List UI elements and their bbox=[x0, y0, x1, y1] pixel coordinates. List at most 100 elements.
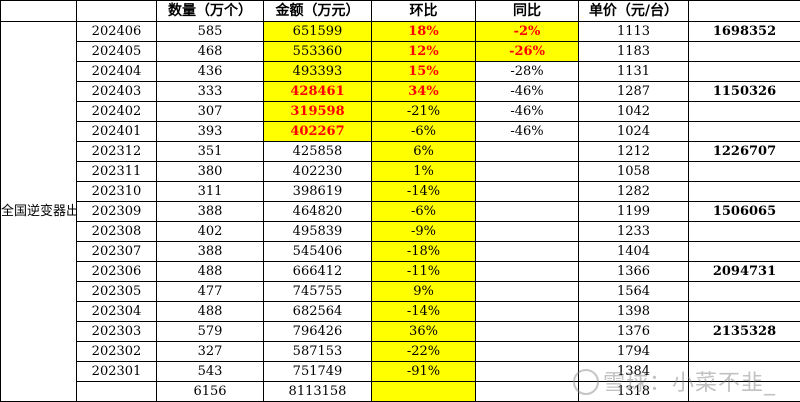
yoy-cell bbox=[476, 202, 579, 222]
quarter-total-cell bbox=[689, 302, 800, 322]
header-amount: 金额（万元） bbox=[264, 1, 372, 22]
unit-price-cell: 1113 bbox=[579, 22, 689, 42]
yoy-cell: -26% bbox=[476, 42, 579, 62]
totals-qty-cell: 6156 bbox=[157, 382, 264, 402]
totals-price-cell: 1318 bbox=[579, 382, 689, 402]
month-cell: 202303 bbox=[77, 322, 157, 342]
quarter-total-cell bbox=[689, 122, 800, 142]
mom-cell: 34% bbox=[372, 82, 476, 102]
mom-cell: -91% bbox=[372, 362, 476, 382]
yoy-cell bbox=[476, 262, 579, 282]
yoy-cell bbox=[476, 222, 579, 242]
quarter-total-cell: 2135328 bbox=[689, 322, 800, 342]
month-cell: 202404 bbox=[77, 62, 157, 82]
qty-cell: 436 bbox=[157, 62, 264, 82]
amount-cell: 751749 bbox=[264, 362, 372, 382]
qty-cell: 477 bbox=[157, 282, 264, 302]
amount-cell: 495839 bbox=[264, 222, 372, 242]
totals-amount-cell: 8113158 bbox=[264, 382, 372, 402]
unit-price-cell: 1042 bbox=[579, 102, 689, 122]
month-cell: 202310 bbox=[77, 182, 157, 202]
amount-cell: 682564 bbox=[264, 302, 372, 322]
unit-price-cell: 1376 bbox=[579, 322, 689, 342]
qty-cell: 488 bbox=[157, 302, 264, 322]
amount-cell: 651599 bbox=[264, 22, 372, 42]
qty-cell: 393 bbox=[157, 122, 264, 142]
amount-cell: 398619 bbox=[264, 182, 372, 202]
month-cell: 202307 bbox=[77, 242, 157, 262]
unit-price-cell: 1131 bbox=[579, 62, 689, 82]
quarter-total-cell: 1698352 bbox=[689, 22, 800, 42]
mom-cell: 9% bbox=[372, 282, 476, 302]
month-cell: 202311 bbox=[77, 162, 157, 182]
qty-cell: 543 bbox=[157, 362, 264, 382]
amount-cell: 796426 bbox=[264, 322, 372, 342]
month-cell: 202302 bbox=[77, 342, 157, 362]
amount-cell: 464820 bbox=[264, 202, 372, 222]
amount-cell: 587153 bbox=[264, 342, 372, 362]
qty-cell: 388 bbox=[157, 242, 264, 262]
mom-cell: 36% bbox=[372, 322, 476, 342]
mom-cell: -14% bbox=[372, 302, 476, 322]
mom-cell: 12% bbox=[372, 42, 476, 62]
quarter-total-cell bbox=[689, 282, 800, 302]
yoy-cell: -2% bbox=[476, 22, 579, 42]
unit-price-cell: 1199 bbox=[579, 202, 689, 222]
qty-cell: 585 bbox=[157, 22, 264, 42]
unit-price-cell: 1366 bbox=[579, 262, 689, 282]
qty-cell: 488 bbox=[157, 262, 264, 282]
unit-price-cell: 1024 bbox=[579, 122, 689, 142]
quarter-total-cell: 1506065 bbox=[689, 202, 800, 222]
unit-price-cell: 1212 bbox=[579, 142, 689, 162]
mom-cell: 18% bbox=[372, 22, 476, 42]
amount-cell: 319598 bbox=[264, 102, 372, 122]
month-cell: 202406 bbox=[77, 22, 157, 42]
yoy-cell: -46% bbox=[476, 102, 579, 122]
unit-price-cell: 1794 bbox=[579, 342, 689, 362]
month-cell: 202405 bbox=[77, 42, 157, 62]
yoy-cell bbox=[476, 362, 579, 382]
month-cell: 202309 bbox=[77, 202, 157, 222]
mom-cell: -21% bbox=[372, 102, 476, 122]
unit-price-cell: 1404 bbox=[579, 242, 689, 262]
qty-cell: 468 bbox=[157, 42, 264, 62]
totals-mom-cell bbox=[372, 382, 476, 402]
quarter-total-cell bbox=[689, 222, 800, 242]
qty-cell: 307 bbox=[157, 102, 264, 122]
quarter-total-cell bbox=[689, 162, 800, 182]
month-cell: 202401 bbox=[77, 122, 157, 142]
qty-cell: 333 bbox=[157, 82, 264, 102]
header-extra bbox=[689, 1, 800, 22]
qty-cell: 327 bbox=[157, 342, 264, 362]
qty-cell: 380 bbox=[157, 162, 264, 182]
unit-price-cell: 1282 bbox=[579, 182, 689, 202]
yoy-cell bbox=[476, 162, 579, 182]
month-cell: 202308 bbox=[77, 222, 157, 242]
qty-cell: 579 bbox=[157, 322, 264, 342]
mom-cell: -22% bbox=[372, 342, 476, 362]
quarter-total-cell bbox=[689, 342, 800, 362]
yoy-cell bbox=[476, 302, 579, 322]
amount-cell: 425858 bbox=[264, 142, 372, 162]
amount-cell: 428461 bbox=[264, 82, 372, 102]
unit-price-cell: 1058 bbox=[579, 162, 689, 182]
quarter-total-cell bbox=[689, 182, 800, 202]
mom-cell: 15% bbox=[372, 62, 476, 82]
unit-price-cell: 1564 bbox=[579, 282, 689, 302]
